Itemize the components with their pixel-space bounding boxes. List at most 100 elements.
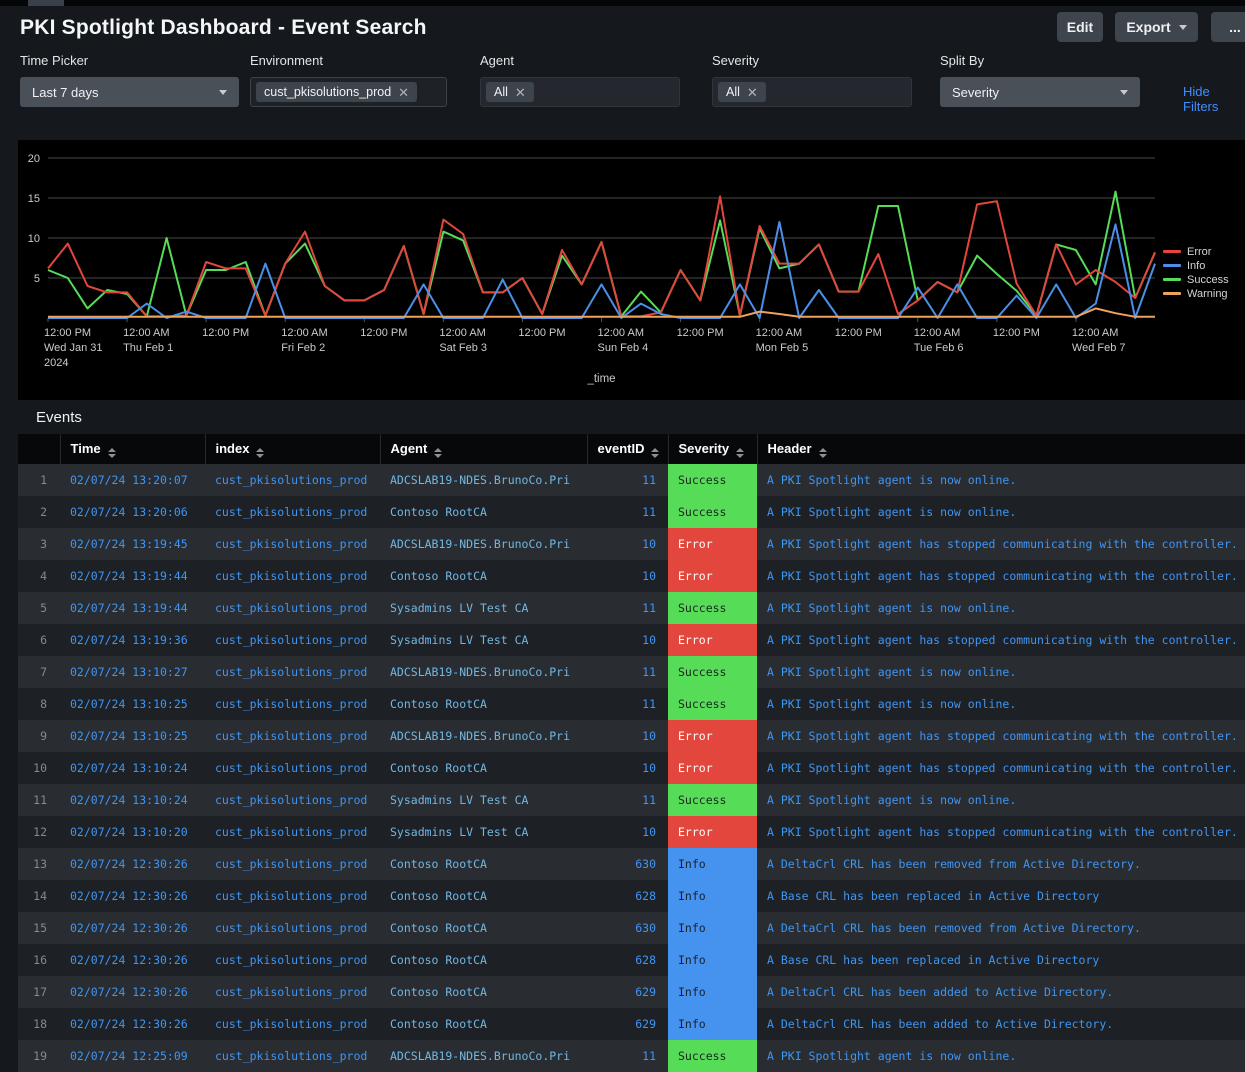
cell-severity[interactable]: Success — [668, 656, 757, 688]
cell-index[interactable]: cust_pkisolutions_prod — [205, 720, 380, 752]
remove-token-icon[interactable]: ✕ — [747, 86, 758, 99]
cell-agent[interactable]: Sysadmins LV Test CA — [380, 592, 587, 624]
cell-severity[interactable]: Info — [668, 880, 757, 912]
cell-eventid[interactable]: 11 — [587, 688, 668, 720]
cell-header[interactable]: A PKI Spotlight agent has stopped commun… — [757, 752, 1245, 784]
hide-filters-link[interactable]: Hide Filters — [1183, 84, 1245, 114]
split-by-dropdown[interactable]: Severity — [940, 77, 1140, 107]
cell-agent[interactable]: Contoso RootCA — [380, 560, 587, 592]
export-button[interactable]: Export — [1115, 12, 1198, 42]
legend-item-info[interactable]: Info — [1163, 259, 1229, 272]
cell-severity[interactable]: Error — [668, 528, 757, 560]
cell-index[interactable]: cust_pkisolutions_prod — [205, 880, 380, 912]
cell-agent[interactable]: Contoso RootCA — [380, 976, 587, 1008]
cell-severity[interactable]: Error — [668, 624, 757, 656]
edit-button[interactable]: Edit — [1057, 12, 1103, 42]
cell-eventid[interactable]: 628 — [587, 944, 668, 976]
cell-index[interactable]: cust_pkisolutions_prod — [205, 912, 380, 944]
cell-severity[interactable]: Info — [668, 944, 757, 976]
cell-severity[interactable]: Success — [668, 464, 757, 496]
cell-index[interactable]: cust_pkisolutions_prod — [205, 688, 380, 720]
cell-header[interactable]: A PKI Spotlight agent has stopped commun… — [757, 720, 1245, 752]
cell-time[interactable]: 02/07/24 12:30:26 — [60, 944, 205, 976]
cell-header[interactable]: A DeltaCrl CRL has been added to Active … — [757, 976, 1245, 1008]
severity-input[interactable]: All ✕ — [712, 77, 912, 107]
cell-header[interactable]: A PKI Spotlight agent has stopped commun… — [757, 528, 1245, 560]
cell-index[interactable]: cust_pkisolutions_prod — [205, 976, 380, 1008]
cell-severity[interactable]: Info — [668, 912, 757, 944]
cell-time[interactable]: 02/07/24 13:19:44 — [60, 560, 205, 592]
cell-agent[interactable]: Sysadmins LV Test CA — [380, 784, 587, 816]
cell-agent[interactable]: ADCSLAB19-NDES.BrunoCo.Pri — [380, 720, 587, 752]
legend-item-success[interactable]: Success — [1163, 273, 1229, 286]
cell-time[interactable]: 02/07/24 13:10:25 — [60, 688, 205, 720]
cell-time[interactable]: 02/07/24 12:30:26 — [60, 912, 205, 944]
cell-header[interactable]: A PKI Spotlight agent has stopped commun… — [757, 560, 1245, 592]
more-actions-button[interactable]: ... — [1211, 12, 1245, 42]
cell-index[interactable]: cust_pkisolutions_prod — [205, 848, 380, 880]
remove-token-icon[interactable]: ✕ — [515, 86, 526, 99]
cell-agent[interactable]: Contoso RootCA — [380, 752, 587, 784]
cell-time[interactable]: 02/07/24 13:20:07 — [60, 464, 205, 496]
cell-time[interactable]: 02/07/24 12:30:26 — [60, 976, 205, 1008]
cell-time[interactable]: 02/07/24 13:19:36 — [60, 624, 205, 656]
cell-eventid[interactable]: 10 — [587, 752, 668, 784]
cell-time[interactable]: 02/07/24 13:10:27 — [60, 656, 205, 688]
cell-agent[interactable]: Contoso RootCA — [380, 944, 587, 976]
cell-eventid[interactable]: 629 — [587, 976, 668, 1008]
column-header-header[interactable]: Header — [757, 434, 1245, 464]
column-header-index[interactable]: index — [205, 434, 380, 464]
column-header-severity[interactable]: Severity — [668, 434, 757, 464]
cell-header[interactable]: A PKI Spotlight agent is now online. — [757, 656, 1245, 688]
cell-header[interactable]: A Base CRL has been replaced in Active D… — [757, 944, 1245, 976]
environment-input[interactable]: cust_pkisolutions_prod ✕ — [250, 77, 447, 107]
cell-agent[interactable]: Contoso RootCA — [380, 496, 587, 528]
cell-severity[interactable]: Info — [668, 976, 757, 1008]
cell-agent[interactable]: Contoso RootCA — [380, 912, 587, 944]
cell-eventid[interactable]: 11 — [587, 784, 668, 816]
cell-agent[interactable]: ADCSLAB19-NDES.BrunoCo.Pri — [380, 656, 587, 688]
cell-severity[interactable]: Success — [668, 592, 757, 624]
cell-eventid[interactable]: 10 — [587, 624, 668, 656]
legend-item-warning[interactable]: Warning — [1163, 287, 1229, 300]
cell-severity[interactable]: Success — [668, 496, 757, 528]
cell-eventid[interactable]: 10 — [587, 720, 668, 752]
cell-index[interactable]: cust_pkisolutions_prod — [205, 560, 380, 592]
cell-eventid[interactable]: 630 — [587, 912, 668, 944]
cell-time[interactable]: 02/07/24 13:19:45 — [60, 528, 205, 560]
cell-severity[interactable]: Info — [668, 848, 757, 880]
cell-header[interactable]: A Base CRL has been replaced in Active D… — [757, 880, 1245, 912]
cell-eventid[interactable]: 11 — [587, 1040, 668, 1072]
cell-index[interactable]: cust_pkisolutions_prod — [205, 496, 380, 528]
cell-severity[interactable]: Success — [668, 1040, 757, 1072]
column-header-agent[interactable]: Agent — [380, 434, 587, 464]
cell-time[interactable]: 02/07/24 13:10:24 — [60, 784, 205, 816]
cell-time[interactable]: 02/07/24 12:25:09 — [60, 1040, 205, 1072]
cell-time[interactable]: 02/07/24 13:10:24 — [60, 752, 205, 784]
cell-severity[interactable]: Success — [668, 688, 757, 720]
cell-index[interactable]: cust_pkisolutions_prod — [205, 624, 380, 656]
cell-agent[interactable]: ADCSLAB19-NDES.BrunoCo.Pri — [380, 464, 587, 496]
cell-eventid[interactable]: 10 — [587, 816, 668, 848]
cell-time[interactable]: 02/07/24 12:30:26 — [60, 848, 205, 880]
cell-header[interactable]: A DeltaCrl CRL has been added to Active … — [757, 1008, 1245, 1040]
cell-index[interactable]: cust_pkisolutions_prod — [205, 944, 380, 976]
cell-eventid[interactable]: 630 — [587, 848, 668, 880]
agent-input[interactable]: All ✕ — [480, 77, 680, 107]
cell-agent[interactable]: Sysadmins LV Test CA — [380, 624, 587, 656]
cell-time[interactable]: 02/07/24 13:20:06 — [60, 496, 205, 528]
column-header-eventid[interactable]: eventID — [587, 434, 668, 464]
cell-time[interactable]: 02/07/24 12:30:26 — [60, 1008, 205, 1040]
cell-header[interactable]: A PKI Spotlight agent is now online. — [757, 784, 1245, 816]
cell-severity[interactable]: Success — [668, 784, 757, 816]
cell-eventid[interactable]: 11 — [587, 464, 668, 496]
cell-eventid[interactable]: 11 — [587, 592, 668, 624]
cell-header[interactable]: A DeltaCrl CRL has been removed from Act… — [757, 912, 1245, 944]
cell-severity[interactable]: Error — [668, 560, 757, 592]
time-picker-dropdown[interactable]: Last 7 days — [20, 77, 239, 107]
cell-header[interactable]: A PKI Spotlight agent has stopped commun… — [757, 624, 1245, 656]
cell-severity[interactable]: Info — [668, 1008, 757, 1040]
column-header-time[interactable]: Time — [60, 434, 205, 464]
cell-index[interactable]: cust_pkisolutions_prod — [205, 656, 380, 688]
cell-header[interactable]: A PKI Spotlight agent is now online. — [757, 688, 1245, 720]
